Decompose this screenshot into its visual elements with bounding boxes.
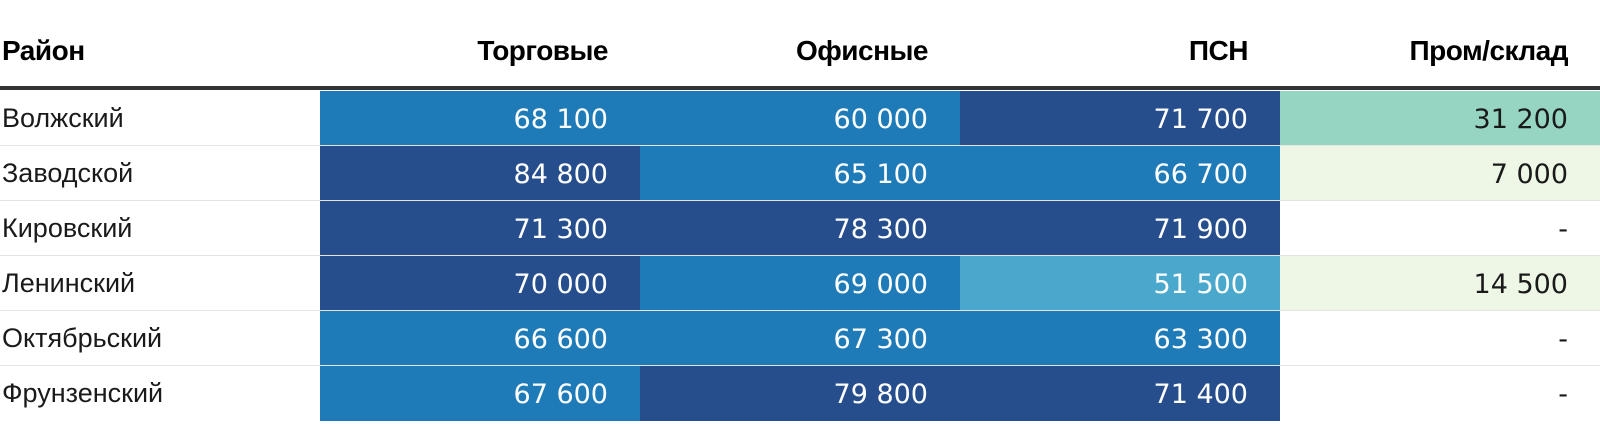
row-label: Ленинский <box>2 268 136 298</box>
heatmap-cell: - <box>1280 366 1600 421</box>
heatmap-cell: 70 000 <box>320 256 640 311</box>
heatmap-cell: 66 600 <box>320 311 640 366</box>
column-header-district: Район <box>2 35 85 66</box>
row-label: Волжский <box>2 103 124 133</box>
column-header-3: ПСН <box>1188 35 1249 66</box>
row-divider <box>0 200 1600 201</box>
row-label: Заводской <box>2 158 134 188</box>
row-divider <box>0 255 1600 256</box>
heatmap-cell: 84 800 <box>320 146 640 201</box>
column-header-2: Офисные <box>796 35 928 66</box>
heatmap-cell: 68 100 <box>320 91 640 146</box>
row-label: Кировский <box>2 213 133 243</box>
heatmap-cell: 31 200 <box>1280 91 1600 146</box>
heatmap-cell: 66 700 <box>960 146 1280 201</box>
row-divider <box>0 365 1600 366</box>
column-header-4: Пром/склад <box>1409 35 1568 66</box>
heatmap-cell: 60 000 <box>640 91 960 146</box>
heatmap-cell: 51 500 <box>960 256 1280 311</box>
heatmap-cell: 79 800 <box>640 366 960 421</box>
heatmap-cell: 65 100 <box>640 146 960 201</box>
heatmap-cell: 78 300 <box>640 201 960 256</box>
heatmap-cell: 71 300 <box>320 201 640 256</box>
heatmap-cell: - <box>1280 311 1600 366</box>
heatmap-cell: 7 000 <box>1280 146 1600 201</box>
heatmap-cell: - <box>1280 201 1600 256</box>
heatmap-cell: 69 000 <box>640 256 960 311</box>
heatmap-cell: 71 900 <box>960 201 1280 256</box>
row-label: Октябрьский <box>2 323 163 353</box>
heatmap-cell: 67 300 <box>640 311 960 366</box>
heatmap-cell: 14 500 <box>1280 256 1600 311</box>
heatmap-cell: 71 400 <box>960 366 1280 421</box>
heatmap-cell: 63 300 <box>960 311 1280 366</box>
row-divider <box>0 145 1600 146</box>
heatmap-cell: 67 600 <box>320 366 640 421</box>
header-divider <box>0 86 1600 90</box>
row-divider <box>0 310 1600 311</box>
row-label: Фрунзенский <box>2 378 164 408</box>
column-header-1: Торговые <box>477 35 608 66</box>
heatmap-cell: 71 700 <box>960 91 1280 146</box>
